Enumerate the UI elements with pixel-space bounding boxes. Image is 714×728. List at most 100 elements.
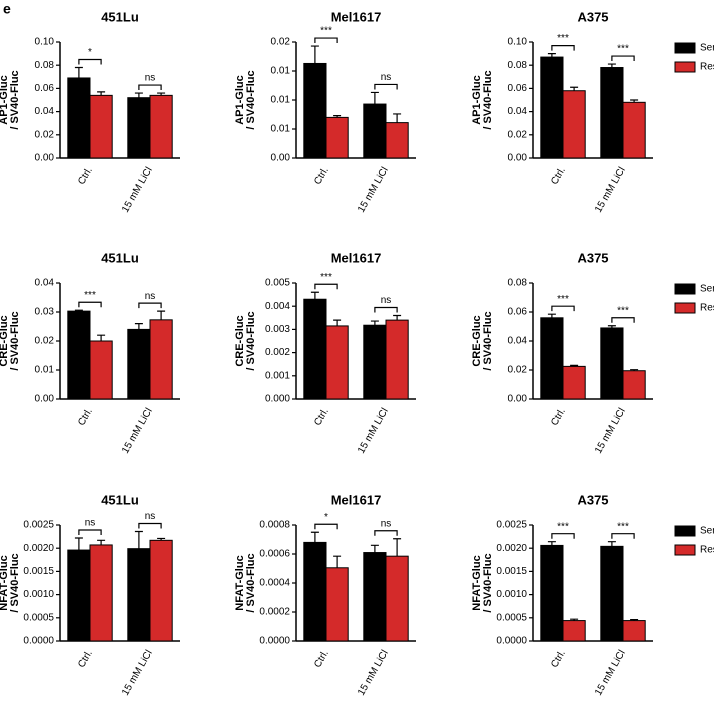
error-bar bbox=[97, 334, 106, 341]
error-bar bbox=[134, 92, 143, 98]
significance-bracket bbox=[611, 317, 635, 323]
y-tick-label: 0.02 bbox=[508, 365, 528, 376]
chart-title: Mel1617 bbox=[331, 492, 382, 507]
significance-bracket bbox=[78, 301, 102, 308]
bar bbox=[363, 103, 387, 159]
x-tick-label: Ctrl. bbox=[76, 648, 95, 669]
legend-swatch bbox=[674, 525, 696, 537]
panel-label: e bbox=[3, 1, 11, 17]
bar bbox=[540, 56, 564, 159]
significance-label: ns bbox=[381, 72, 392, 83]
legend-label: Sens. bbox=[700, 284, 714, 295]
error-bar bbox=[97, 91, 106, 96]
bar bbox=[89, 544, 113, 642]
x-tick-label: 15 mM LiCl bbox=[356, 406, 391, 455]
x-tick-label: Ctrl. bbox=[76, 165, 95, 186]
significance-label: ns bbox=[381, 518, 392, 529]
y-tick-label: 0.0025 bbox=[496, 520, 527, 531]
bar bbox=[127, 548, 151, 642]
y-tick-label: 0.03 bbox=[35, 307, 55, 318]
y-tick-label: 0.02 bbox=[35, 129, 55, 140]
legend-label: Res. bbox=[700, 545, 714, 556]
y-tick-label: 0.001 bbox=[265, 370, 290, 381]
y-tick-label: 0.06 bbox=[35, 83, 55, 94]
y-tick-label: 0.06 bbox=[508, 307, 528, 318]
y-tick-label: 0.0004 bbox=[259, 578, 290, 589]
x-tick-label: Ctrl. bbox=[312, 406, 331, 427]
bar bbox=[385, 319, 409, 400]
chart-title: A375 bbox=[577, 492, 608, 507]
y-axis-label: / SV40-Fluc bbox=[9, 70, 21, 129]
y-tick-label: 0.0020 bbox=[496, 543, 527, 554]
error-bar bbox=[393, 113, 402, 123]
y-tick-label: 0.01 bbox=[35, 365, 55, 376]
x-tick-label: 15 mM LiCl bbox=[356, 648, 391, 697]
bar bbox=[600, 545, 624, 642]
y-tick-label: 0.0015 bbox=[23, 566, 54, 577]
significance-bracket bbox=[551, 45, 575, 51]
bar bbox=[600, 67, 624, 159]
y-tick-label: 0.0025 bbox=[23, 520, 54, 531]
y-axis-label: / SV40-Fluc bbox=[9, 553, 21, 612]
y-axis-label: NFAT-Gluc bbox=[0, 555, 10, 610]
significance-bracket bbox=[314, 283, 338, 290]
error-bar bbox=[157, 92, 166, 96]
error-bar bbox=[630, 99, 639, 103]
legend-label: Sens. bbox=[700, 526, 714, 537]
significance-label: * bbox=[88, 47, 92, 58]
y-tick-label: 0.01 bbox=[271, 95, 291, 106]
y-tick-label: 0.0005 bbox=[23, 612, 54, 623]
bar bbox=[562, 620, 586, 642]
legend-label: Sens. bbox=[700, 43, 714, 54]
y-tick-label: 0.0005 bbox=[496, 612, 527, 623]
legend-swatch bbox=[674, 42, 696, 54]
y-tick-label: 0.06 bbox=[508, 83, 528, 94]
significance-label: *** bbox=[557, 521, 569, 532]
bar bbox=[385, 555, 409, 642]
y-tick-label: 0.04 bbox=[508, 336, 528, 347]
error-bar bbox=[74, 66, 83, 78]
y-tick-label: 0.04 bbox=[35, 278, 55, 289]
significance-label: *** bbox=[557, 33, 569, 44]
y-axis-label: CRE-Gluc bbox=[234, 315, 246, 366]
legend-label: Res. bbox=[700, 62, 714, 73]
significance-bracket bbox=[611, 533, 635, 539]
error-bar bbox=[547, 541, 556, 546]
significance-bracket bbox=[551, 533, 575, 539]
error-bar bbox=[570, 364, 579, 367]
significance-label: *** bbox=[617, 521, 629, 532]
x-tick-label: Ctrl. bbox=[312, 165, 331, 186]
significance-bracket bbox=[138, 522, 162, 529]
bar bbox=[149, 539, 173, 642]
error-bar bbox=[74, 309, 83, 312]
bar bbox=[303, 298, 327, 400]
y-tick-label: 0.004 bbox=[265, 301, 290, 312]
error-bar bbox=[333, 555, 342, 568]
error-bar bbox=[393, 538, 402, 557]
error-bar bbox=[333, 319, 342, 326]
y-axis-label: AP1-Gluc bbox=[0, 75, 10, 125]
y-tick-label: 0.005 bbox=[265, 278, 290, 289]
bar bbox=[540, 317, 564, 400]
error-bar bbox=[370, 320, 379, 326]
y-axis-label: / SV40-Fluc bbox=[482, 70, 494, 129]
y-tick-label: 0.10 bbox=[35, 37, 55, 48]
significance-bracket bbox=[611, 55, 635, 62]
significance-label: *** bbox=[320, 26, 332, 37]
y-axis-label: / SV40-Fluc bbox=[245, 311, 257, 370]
significance-bracket bbox=[138, 302, 162, 309]
legend-swatch bbox=[674, 283, 696, 295]
significance-label: ns bbox=[145, 291, 156, 302]
x-tick-label: Ctrl. bbox=[549, 648, 568, 669]
y-tick-label: 0.00 bbox=[35, 394, 55, 405]
significance-label: ns bbox=[145, 511, 156, 522]
error-bar bbox=[157, 310, 166, 320]
significance-bracket bbox=[78, 529, 102, 535]
error-bar bbox=[547, 53, 556, 58]
y-axis-label: / SV40-Fluc bbox=[9, 311, 21, 370]
y-tick-label: 0.00 bbox=[508, 394, 528, 405]
significance-bracket bbox=[374, 530, 398, 536]
y-tick-label: 0.04 bbox=[35, 106, 55, 117]
bar bbox=[303, 62, 327, 159]
error-bar bbox=[570, 86, 579, 91]
